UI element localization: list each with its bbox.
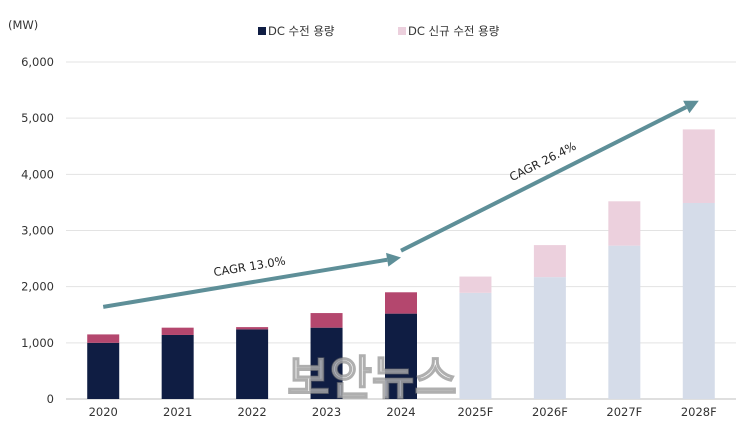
- x-tick-label: 2020: [89, 405, 118, 419]
- cagr-label-1: CAGR 13.0%: [212, 254, 286, 280]
- bar-2021-series-2: [161, 327, 194, 335]
- bar-2028F-series-1: [682, 202, 715, 399]
- legend: DC 수전 용량 DC 신규 수전 용량: [258, 24, 500, 38]
- bar-2022-series-1: [236, 329, 269, 399]
- bar-2024-series-1: [385, 313, 417, 399]
- cagr-arrow-line-1: [102, 257, 388, 309]
- legend-label-series-1: DC 수전 용량: [268, 24, 335, 38]
- bar-2024-series-2: [385, 292, 417, 314]
- bar-2026F-series-2: [533, 245, 566, 278]
- bar-2027F-series-1: [608, 245, 641, 399]
- y-tick-label: 4,000: [21, 167, 54, 181]
- x-tick-label: 2023: [312, 405, 341, 419]
- x-tick-label: 2025F: [457, 405, 493, 419]
- y-tick-label: 6,000: [21, 55, 54, 69]
- bar-2020-series-1: [87, 342, 120, 399]
- x-tick-label: 2022: [237, 405, 266, 419]
- x-tick-label: 2027F: [606, 405, 642, 419]
- cagr-arrow-head-2: [683, 100, 699, 114]
- bar-2021-series-1: [161, 334, 194, 399]
- y-tick-label: 3,000: [21, 224, 54, 238]
- y-unit-label: (MW): [8, 18, 38, 32]
- x-tick-label: 2026F: [532, 405, 568, 419]
- bars: [87, 129, 715, 399]
- x-tick-label: 2024: [386, 405, 415, 419]
- watermark: 보안뉴스: [287, 351, 456, 405]
- y-tick-label: 2,000: [21, 280, 54, 294]
- bar-2026F-series-1: [533, 277, 566, 399]
- bar-2027F-series-2: [608, 201, 641, 246]
- legend-label-series-2: DC 신규 수전 용량: [408, 24, 500, 38]
- x-axis: 2020 2021 2022 2023 2024 2025F 2026F 2027F 2028F: [89, 405, 717, 419]
- y-tick-label: 1,000: [21, 336, 54, 350]
- bar-2020-series-2: [87, 334, 120, 343]
- cagr-arrow-line-2: [400, 105, 688, 253]
- bar-2023-series-1: [310, 327, 343, 399]
- y-tick-label: 0: [47, 392, 54, 406]
- y-axis: 0 1,000 2,000 3,000 4,000 5,000 6,000: [21, 55, 54, 406]
- y-tick-label: 5,000: [21, 111, 54, 125]
- x-tick-label: 2021: [163, 405, 192, 419]
- bar-2028F-series-2: [682, 129, 715, 203]
- legend-swatch-series-1: [258, 27, 266, 35]
- bar-2025F-series-1: [459, 292, 492, 399]
- bar-2023-series-2: [310, 313, 343, 328]
- bar-2022-series-2: [236, 327, 269, 330]
- legend-swatch-series-2: [398, 27, 406, 35]
- x-tick-label: 2028F: [681, 405, 717, 419]
- cagr-arrow-head-1: [386, 252, 401, 267]
- bar-2025F-series-2: [459, 276, 492, 293]
